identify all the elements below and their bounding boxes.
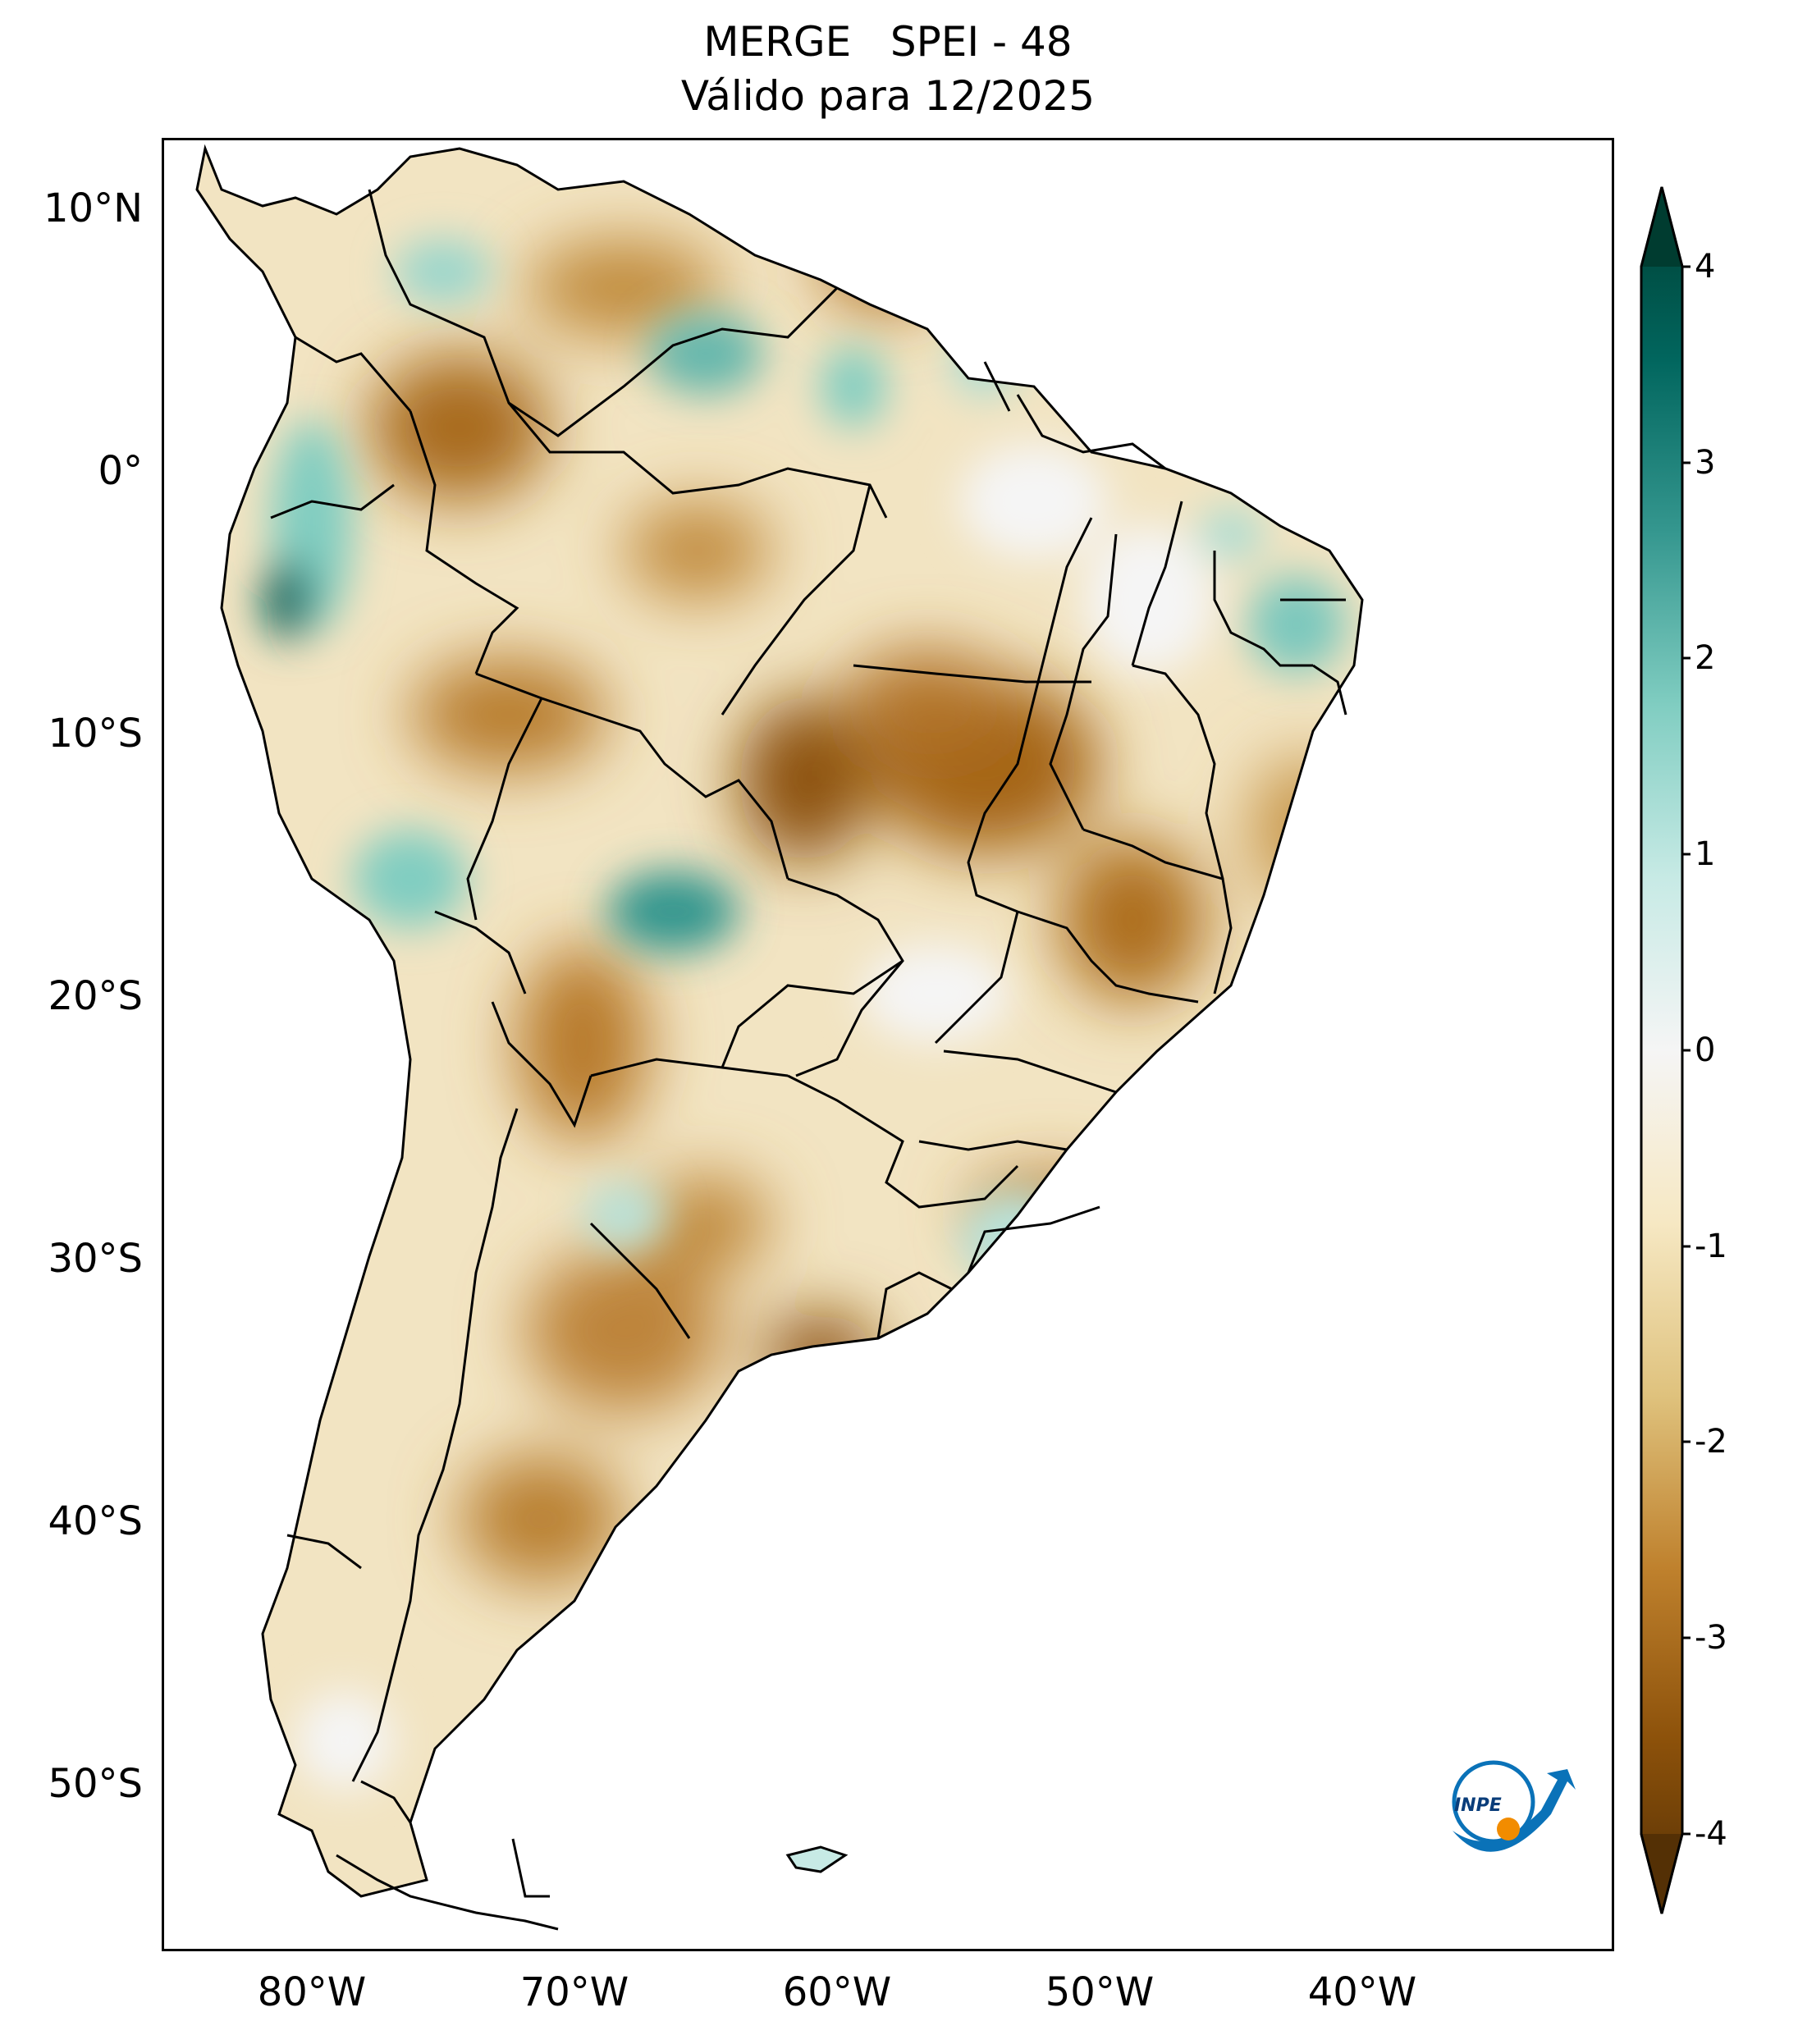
lon-label-60w: 60°W bbox=[782, 1969, 892, 2015]
inpe-logo: INPE bbox=[1452, 1760, 1576, 1852]
spei-field bbox=[197, 149, 1362, 1896]
map-panel[interactable]: INPE bbox=[162, 138, 1614, 1951]
colorbar-tick-neg2: -2 bbox=[1695, 1423, 1727, 1461]
colorbar-extend-max bbox=[1641, 187, 1682, 267]
lat-label-10n: 10°N bbox=[43, 185, 143, 231]
lat-label-20s: 20°S bbox=[48, 973, 143, 1019]
lat-label-40s: 40°S bbox=[48, 1498, 143, 1544]
map-title: MERGE SPEI - 48 bbox=[703, 18, 1073, 66]
lon-label-70w: 70°W bbox=[519, 1969, 629, 2015]
colorbar bbox=[1640, 186, 1690, 1914]
country-borders bbox=[270, 189, 1347, 1931]
map-svg: INPE bbox=[195, 147, 1576, 1931]
colorbar-tick-neg3: -3 bbox=[1695, 1619, 1727, 1657]
colorbar-tick-neg1: -1 bbox=[1695, 1228, 1727, 1265]
colorbar-tick-neg4: -4 bbox=[1695, 1815, 1727, 1853]
colorbar-extend-min bbox=[1641, 1834, 1682, 1914]
inpe-logo-text: INPE bbox=[1454, 1795, 1502, 1816]
colorbar-ticks bbox=[1682, 265, 1690, 1836]
lon-label-40w: 40°W bbox=[1307, 1969, 1417, 2015]
lon-label-50w: 50°W bbox=[1045, 1969, 1155, 2015]
colorbar-tick-0: 0 bbox=[1695, 1031, 1716, 1069]
falkland-islands bbox=[785, 1845, 849, 1873]
lat-label-10s: 10°S bbox=[48, 711, 143, 757]
lon-label-80w: 80°W bbox=[257, 1969, 367, 2015]
colorbar-tick-1: 1 bbox=[1695, 835, 1716, 873]
colorbar-tick-2: 2 bbox=[1695, 639, 1716, 677]
lat-label-50s: 50°S bbox=[48, 1761, 143, 1807]
lat-label-30s: 30°S bbox=[48, 1236, 143, 1282]
map-subtitle: Válido para 12/2025 bbox=[680, 72, 1096, 120]
lat-label-0: 0° bbox=[98, 448, 143, 494]
colorbar-tick-3: 3 bbox=[1695, 444, 1716, 482]
colorbar-tick-4: 4 bbox=[1695, 248, 1716, 286]
